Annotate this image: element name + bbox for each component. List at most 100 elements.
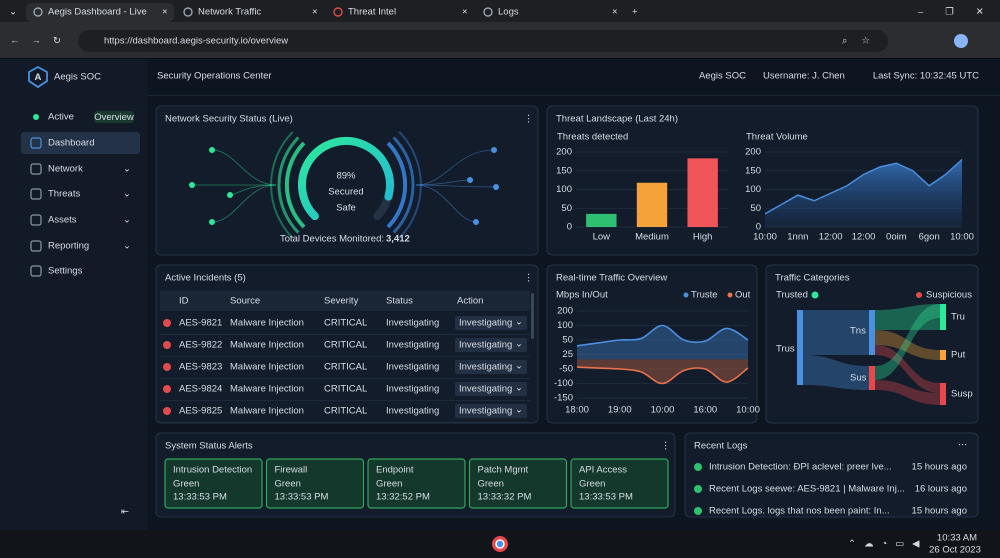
dropdown-chevron: ⌄ [515,383,523,394]
collapse[interactable]: ⇤ [121,507,129,518]
traffic-area [577,359,748,384]
flow [803,310,869,355]
cell: CRITICAL [324,362,367,373]
tab-menu[interactable]: ⌄ [9,7,17,18]
ring-right [386,141,408,229]
sidebar [0,59,148,530]
network-line [211,149,277,186]
flow [875,380,940,405]
panel-title: Recent Logs [694,441,748,452]
log-icon [694,507,702,515]
bar [586,213,617,227]
tab[interactable] [326,3,474,22]
table-header [160,291,530,311]
nav-item[interactable]: Assets [48,215,77,226]
legend-trusted: Trusted [776,290,808,301]
alert-card[interactable] [265,458,365,509]
cell: AES-9822 [179,340,222,351]
nav-item[interactable]: Threats [48,189,80,200]
action-dropdown[interactable] [455,382,527,396]
ring-left [284,141,306,229]
y-tick-label: 150 [745,165,761,176]
tab-close-icon: × [462,7,468,18]
network-line [415,179,471,186]
log-text: Intrusion Detection: ÐPI aclevel: preer … [709,462,892,473]
flow [875,330,940,360]
alert-card[interactable] [570,458,669,509]
tab-icon [183,7,193,17]
address-bar[interactable] [78,30,888,52]
nav-icon [30,214,42,226]
content-divider [0,58,1000,59]
action-dropdown[interactable] [455,338,527,352]
network-node [227,192,233,198]
chart-title: Threats detected [557,132,628,143]
network-node [473,219,479,225]
nav-item[interactable]: Active [48,112,74,123]
action-dropdown[interactable] [455,360,527,374]
alert-icon [163,341,171,349]
line [764,158,963,215]
y-tick-label: 200 [557,306,573,317]
area [765,159,962,227]
action-dropdown[interactable] [455,316,527,330]
panel-menu[interactable]: ⋮ [524,273,534,284]
cell: Malware Injection [230,384,304,395]
y-tick-label: 200 [556,147,572,158]
panel-menu[interactable]: ⋮ [524,114,534,125]
new-tab[interactable]: + [632,7,638,18]
tab-title: Network Traffic [198,7,261,18]
alert-card[interactable] [164,458,263,509]
x-tick-label: 12:00 [819,232,843,243]
dropdown-chevron: ⌄ [515,361,523,372]
network-line [211,184,277,223]
tab-close-icon: × [612,7,618,18]
cell: Malware Injection [230,362,304,373]
action-select[interactable]: Investigating [459,406,512,417]
tab-icon [483,7,493,17]
alert-card[interactable] [367,458,466,509]
action-select[interactable]: Investigating [459,318,512,329]
y-tick-label: -50 [559,364,573,375]
nav-item[interactable]: Network [48,164,83,175]
alert-time: 13:33:53 PM [579,492,633,503]
tab[interactable] [476,3,624,22]
y-tick-label: 150 [556,165,572,176]
alert-card[interactable] [468,458,568,509]
panel-menu[interactable]: ⋮ [661,441,671,452]
traffic-line [576,366,749,385]
network-line [415,184,477,223]
action-select[interactable]: Investigating [459,362,512,373]
cell: CRITICAL [324,406,367,417]
tab-title: Logs [498,7,519,18]
nav-item[interactable]: Dashboard [48,138,94,149]
y-tick-label: 50 [561,203,572,214]
user: Username: J. Chen [763,71,845,82]
nav-item[interactable]: Settings [48,266,83,277]
node-label: Tru [951,312,965,323]
alert-status: Green [478,479,504,490]
x-tick-label: 18:00 [565,405,589,416]
column-header: ID [179,296,189,307]
panel-title: Real-time Traffic Overview [556,273,667,284]
tab[interactable] [176,3,324,22]
x-tick-label: 10:00 [753,232,777,243]
gauge-status: Secured [328,187,363,198]
flow [875,345,940,393]
alert-status: Green [376,479,402,490]
alert-time: 13:33:53 PM [275,492,329,503]
nav-icon [30,265,42,277]
x-tick-label: 10:00 [651,405,675,416]
action-select[interactable]: Investigating [459,340,512,351]
nav-item[interactable]: Reporting [48,241,89,252]
suspicious-dot [916,292,922,298]
panel-title: System Status Alerts [165,441,253,452]
action-dropdown[interactable] [455,404,527,418]
network-node [209,219,215,225]
panel-menu[interactable]: ⋯ [958,440,968,451]
legend-label: Out [735,290,751,301]
action-select[interactable]: Investigating [459,384,512,395]
tab[interactable] [26,3,174,22]
ring-left [270,131,294,239]
